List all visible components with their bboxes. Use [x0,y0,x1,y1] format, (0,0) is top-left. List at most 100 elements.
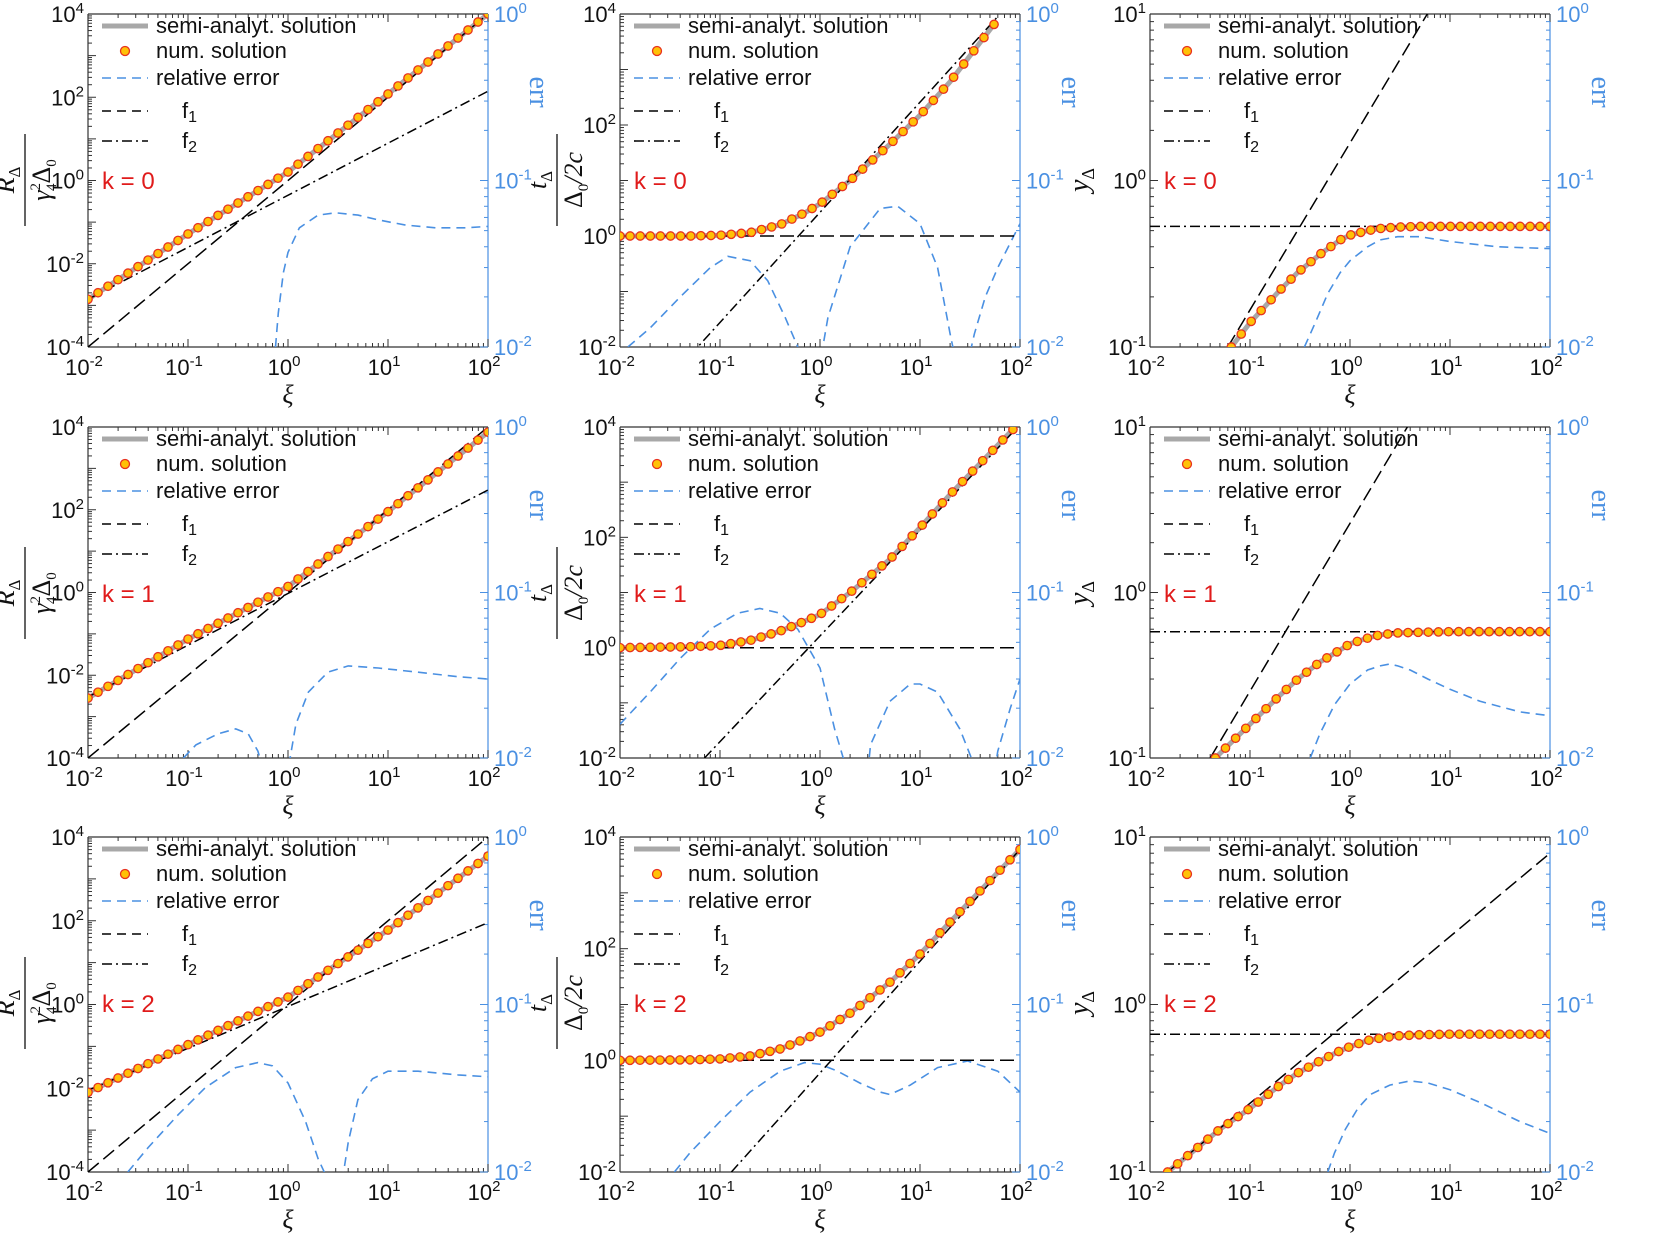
err-tick-label-exp: -1 [518,579,531,596]
y-tick-label-base: 10 [1113,581,1137,606]
x-tick-label: 10-1 [697,353,735,380]
y-axis-label-text: yΔ [1064,581,1098,608]
y-tick-label-exp: 2 [608,111,616,128]
num-solution-point [945,917,955,927]
num-solution-point [835,1014,845,1025]
y-tick-label-base: 10 [51,415,75,440]
num-solution-point [1226,342,1237,347]
num-solution-point [875,985,885,995]
num-solution-point [413,65,423,75]
num-solution-point [383,506,393,517]
err-tick-label-base: 10 [1026,825,1050,850]
num-solution-point [163,646,173,656]
err-tick-label-exp: 0 [1580,413,1588,430]
num-solution-point [113,274,123,285]
num-solution-point [776,219,787,229]
num-solution-point [1494,1029,1505,1040]
legend-f1-label: f1 [714,511,729,539]
y-tick-label: 101 [1113,413,1146,440]
num-solution-point [685,1055,695,1065]
err-tick-label: 100 [494,0,527,27]
x-tick-label-exp: -1 [190,1178,203,1195]
x-tick-label-base: 10 [1530,1180,1554,1205]
num-solution-point [1203,1134,1213,1145]
num-solution-point [293,574,303,584]
y-label-den-rest: /2c [559,152,588,186]
y-tick-label-base: 10 [1108,746,1132,771]
legend-f1-main: f [182,921,189,946]
y-label-main: y [1064,179,1095,195]
err-tick-label-base: 10 [494,2,518,27]
num-solution-point [917,520,928,530]
num-solution-point [88,294,93,305]
num-solution-point [1162,1167,1173,1172]
legend-err-label: relative error [688,888,811,913]
x-tick-label: 102 [468,1178,501,1205]
x-tick-label-exp: 0 [292,353,300,370]
x-axis-label: ξ [814,791,826,820]
num-solution-point [1301,667,1312,678]
x-tick-label-exp: 2 [492,764,500,781]
y-tick-label: 100 [51,579,84,606]
num-solution-point [343,952,353,962]
legend-err-label: relative error [156,888,279,913]
y-tick-label-exp: 2 [608,935,616,952]
err-axis-label-text: err [523,76,554,108]
num-solution-point [403,910,413,921]
plot-area [88,837,488,1172]
err-tick-label: 10-1 [1556,167,1594,194]
x-tick-label-base: 10 [697,355,721,380]
num-solution-point [837,181,848,192]
y-tick-label-exp: -1 [1133,333,1146,350]
x-tick-label-base: 10 [1530,766,1554,791]
y-tick-label: 10-2 [578,333,616,360]
num-solution-point [443,41,453,51]
y-tick-label-exp: 2 [76,907,84,924]
x-tick-label-exp: 1 [392,353,400,370]
err-tick-label: 10-1 [494,167,532,194]
num-solution-point [363,521,373,532]
num-solution-point [695,1054,705,1065]
num-solution-point [213,210,223,221]
x-tick-label: 100 [800,353,833,380]
x-tick-label-exp: 1 [392,1178,400,1195]
legend-f2-sub: 2 [1250,552,1259,569]
num-solution-point [1343,1042,1354,1053]
f1-asymptote [1227,14,1429,347]
num-solution-point [786,621,797,632]
num-solution-point [453,451,463,461]
num-solution-point [787,214,797,224]
num-solution-point [303,566,313,577]
num-solution-point [987,445,998,456]
num-solution-point [1535,626,1545,637]
x-tick-label-exp: -2 [1152,764,1165,781]
num-solution-point [925,938,935,949]
num-solution-point [293,159,303,170]
f1-asymptote [88,837,488,1172]
num-solution-point [333,544,343,554]
y-label-denominator: γ24Δ0 [27,982,60,1023]
err-tick-label-base: 10 [494,746,518,771]
x-tick-label-base: 10 [900,355,924,380]
y-tick-label: 10-2 [46,661,84,688]
num-solution-point [1303,1062,1314,1073]
x-tick-label-base: 10 [1227,766,1251,791]
err-tick-label-exp: -2 [1580,744,1593,761]
y-tick-label-base: 10 [51,85,75,110]
y-tick-label: 102 [51,83,84,110]
y-label-sub: Δ [1078,168,1098,180]
y-tick-label-exp: -2 [603,744,616,761]
legend-num-label: num. solution [156,38,287,63]
num-solution-point [887,552,897,562]
legend-f1-sub: 1 [720,522,729,539]
num-solution-point [1484,1029,1495,1040]
legend-f1-label: f1 [714,98,729,126]
num-solution-point [797,209,807,220]
num-solution-point [955,906,965,917]
legend-f1-main: f [182,98,189,123]
num-solution-point [898,126,908,137]
err-axis-label: err [1055,76,1086,108]
panel-r0-c1: 10-2 10-1 100 101 102ξ10-210010210410-210-11… [523,0,1086,409]
err-tick-label: 100 [1026,823,1059,850]
